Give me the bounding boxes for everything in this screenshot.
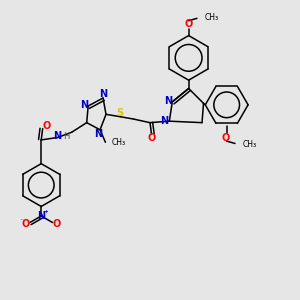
Text: S: S — [117, 108, 124, 118]
Text: N: N — [94, 129, 103, 139]
Text: H: H — [63, 131, 69, 140]
Text: N: N — [99, 89, 107, 99]
Text: N: N — [160, 116, 169, 126]
Text: CH₃: CH₃ — [243, 140, 257, 148]
Text: N: N — [164, 96, 172, 106]
Text: O: O — [184, 19, 193, 29]
Text: O: O — [148, 133, 156, 142]
Text: O: O — [42, 121, 50, 131]
Text: N: N — [53, 131, 61, 141]
Text: +: + — [44, 209, 48, 214]
Text: O: O — [52, 219, 61, 229]
Text: N: N — [80, 100, 88, 110]
Text: N: N — [37, 211, 45, 221]
Text: O: O — [221, 133, 229, 142]
Text: ⁻: ⁻ — [19, 217, 23, 226]
Text: CH₃: CH₃ — [205, 13, 219, 22]
Text: O: O — [22, 219, 30, 229]
Text: CH₃: CH₃ — [112, 138, 126, 147]
